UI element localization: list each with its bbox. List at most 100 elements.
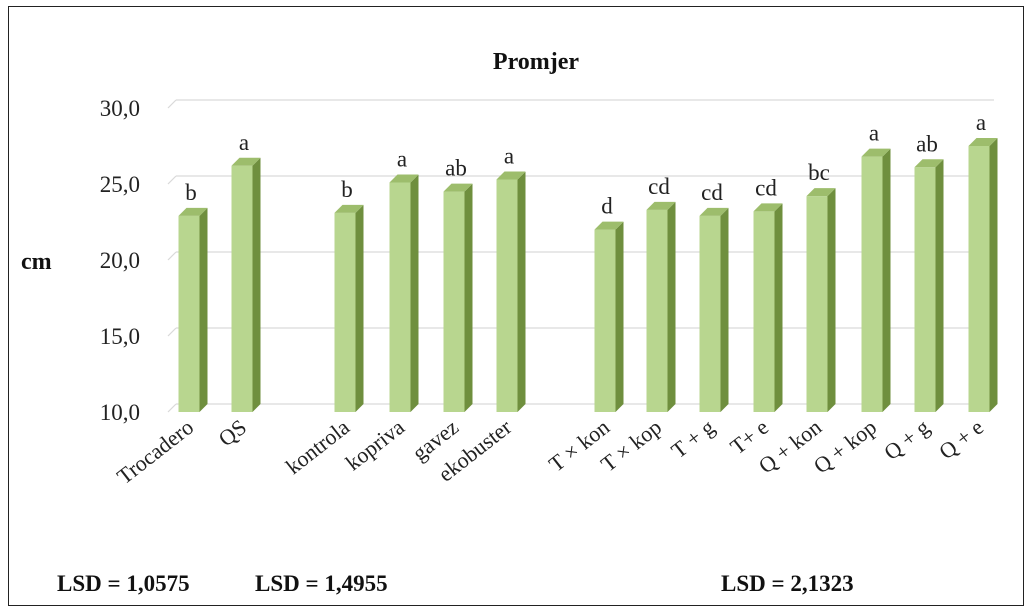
bar-side xyxy=(935,159,944,412)
bar-front xyxy=(496,179,518,412)
bar-front xyxy=(914,167,936,412)
bar xyxy=(334,204,364,412)
category-label: Q + e xyxy=(934,414,988,464)
bar-side xyxy=(720,207,729,412)
bar-side xyxy=(464,183,473,412)
y-tick-label: 20,0 xyxy=(100,248,140,273)
bar xyxy=(806,188,836,412)
bar-top xyxy=(594,221,624,230)
data-label: a xyxy=(239,130,249,155)
y-tick-label: 15,0 xyxy=(100,324,140,349)
bar-front xyxy=(753,211,775,412)
bar-side xyxy=(615,221,624,412)
grid-lines: 10,0 15,0 20,0 25,0 30,0 xyxy=(100,96,994,425)
bar-side xyxy=(410,174,419,412)
bar xyxy=(231,157,261,412)
data-label: bc xyxy=(808,160,830,185)
gridline-depth xyxy=(167,99,177,109)
bar-side xyxy=(517,171,526,412)
gridline-depth xyxy=(167,403,177,413)
category-label: QS xyxy=(214,414,252,451)
chart-frame: Promjer cm 10,0 15,0 20,0 25,0 30,0 b a b a ab a d… xyxy=(8,6,1024,606)
bar xyxy=(753,203,783,412)
bar-top xyxy=(334,204,364,213)
bar-top xyxy=(699,207,729,216)
y-axis-label: cm xyxy=(21,249,52,275)
bar xyxy=(646,201,676,412)
data-label: cd xyxy=(648,174,670,199)
data-label: b xyxy=(185,180,197,205)
y-tick-label: 10,0 xyxy=(100,400,140,425)
bar-front xyxy=(861,156,883,412)
category-label: T × kop xyxy=(596,414,666,476)
bar xyxy=(443,183,473,412)
bar-top xyxy=(389,174,419,183)
category-label: Q + g xyxy=(879,414,934,465)
bar-front xyxy=(968,146,990,412)
bar-top xyxy=(646,201,676,210)
data-label: ab xyxy=(445,156,467,181)
bar xyxy=(968,138,998,412)
bar-side xyxy=(882,148,891,412)
category-label: T + g xyxy=(666,414,719,463)
gridline-depth xyxy=(167,251,177,261)
data-label: d xyxy=(601,194,613,219)
data-label: a xyxy=(869,121,879,146)
bar-side xyxy=(667,201,676,412)
gridline-depth xyxy=(167,175,177,185)
bar-front xyxy=(646,209,668,412)
bar xyxy=(389,174,419,412)
bar-side xyxy=(199,207,208,412)
category-label: kopriva xyxy=(341,414,410,475)
data-label: a xyxy=(504,143,514,168)
bar-top xyxy=(861,148,891,157)
data-label: cd xyxy=(755,175,777,200)
bar-top xyxy=(968,138,998,146)
bar xyxy=(496,171,526,412)
bar xyxy=(861,148,891,412)
bar-side xyxy=(827,188,836,412)
bar-front xyxy=(806,196,828,412)
category-label: Q + kop xyxy=(809,414,881,478)
bar-front xyxy=(334,212,356,412)
bar xyxy=(914,159,944,412)
bar-front xyxy=(178,215,200,412)
category-label: kontrola xyxy=(281,414,354,479)
bar-side xyxy=(989,138,998,412)
bar-side xyxy=(774,203,783,412)
bar xyxy=(594,221,624,412)
bar-front xyxy=(699,215,721,412)
bar-top xyxy=(753,203,783,212)
bar-top xyxy=(231,157,261,166)
bar-front xyxy=(231,165,253,412)
bar-top xyxy=(443,183,473,192)
bar-front xyxy=(389,182,411,412)
lsd-label: LSD = 1,0575 xyxy=(57,571,190,596)
category-label: Trocadero xyxy=(112,414,198,489)
bar-top xyxy=(178,207,208,216)
y-tick-label: 30,0 xyxy=(100,96,140,121)
category-labels: Trocadero QS kontrolakoprivagavezekobuster… xyxy=(112,414,988,489)
lsd-labels: LSD = 1,0575 LSD = 1,4955 LSD = 2,1323 xyxy=(57,571,854,596)
gridline-depth xyxy=(167,327,177,337)
data-label: a xyxy=(976,110,986,135)
y-tick-label: 25,0 xyxy=(100,172,140,197)
bars xyxy=(178,138,998,412)
bar-front xyxy=(594,229,616,412)
bar-top xyxy=(496,171,526,180)
bar xyxy=(178,207,208,412)
bar-front xyxy=(443,191,465,412)
lsd-label: LSD = 1,4955 xyxy=(255,571,388,596)
lsd-label: LSD = 2,1323 xyxy=(721,571,854,596)
bar-top xyxy=(806,188,836,197)
bar-side xyxy=(252,157,261,412)
data-label: b xyxy=(341,177,353,202)
bar xyxy=(699,207,729,412)
chart-title: Promjer xyxy=(493,49,580,75)
bar-side xyxy=(355,204,364,412)
bar-top xyxy=(914,159,944,168)
data-label: cd xyxy=(701,180,723,205)
data-label: ab xyxy=(916,131,938,156)
